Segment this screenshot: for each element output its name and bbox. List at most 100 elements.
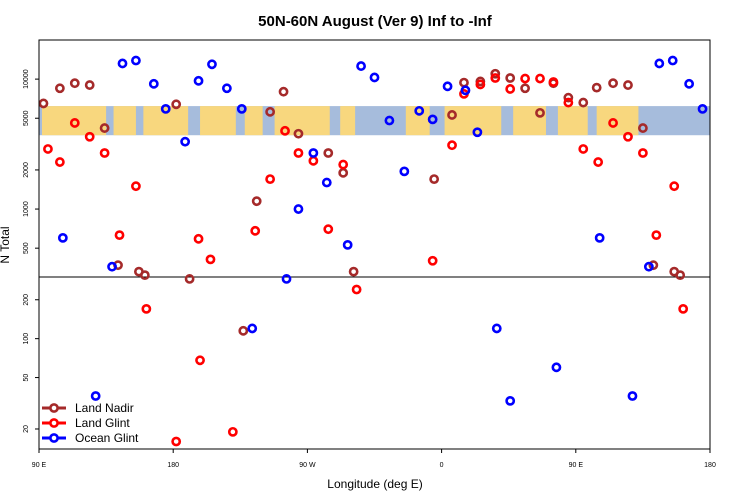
ocean-glint-point: [293, 204, 304, 214]
legend-label-land-nadir: Land Nadir: [75, 401, 134, 415]
land-glint-point: [608, 118, 618, 128]
ocean-glint-point: [221, 83, 232, 94]
legend-marker-ocean-glint: [49, 433, 59, 443]
land-glint-point: [578, 144, 589, 154]
ocean-glint-point: [460, 85, 471, 96]
land-nadir-point: [171, 99, 182, 110]
land-glint-point: [250, 225, 261, 236]
land-nadir-point: [99, 123, 110, 133]
ocean-glint-point: [180, 136, 191, 147]
land-nadir-point: [54, 83, 65, 94]
x-tick-label: 0: [440, 462, 444, 469]
land-glint-point: [205, 254, 216, 265]
land-nadir-point: [293, 128, 304, 139]
land-nadir-point: [591, 82, 602, 93]
ocean-glint-point: [667, 55, 678, 66]
land-nadir-point: [429, 174, 440, 185]
map-land: [596, 106, 639, 136]
land-glint-point: [323, 224, 334, 235]
map-land: [513, 106, 546, 136]
ocean-glint-point: [193, 75, 204, 86]
land-ocean-map: [39, 106, 710, 136]
ocean-glint-point: [643, 261, 654, 272]
land-nadir-point: [535, 107, 545, 118]
land-nadir-point: [675, 270, 686, 281]
map-land: [274, 106, 330, 136]
ocean-glint-point: [308, 148, 319, 158]
land-glint-point: [193, 233, 204, 244]
ocean-glint-point: [321, 177, 332, 188]
ocean-glint-point: [107, 261, 117, 272]
land-glint-point: [227, 426, 238, 437]
x-axis-label: Longitude (deg E): [327, 477, 422, 491]
land-glint-point: [43, 144, 53, 154]
ocean-glint-point: [384, 115, 395, 126]
ocean-glint-point: [684, 78, 695, 89]
land-nadir-point: [338, 167, 349, 178]
map-land: [244, 106, 263, 136]
x-tick-label: 90 W: [299, 462, 316, 469]
land-glint-point: [548, 77, 559, 87]
y-tick-label: 5000: [23, 110, 30, 126]
ocean-glint-point: [247, 323, 258, 334]
x-tick-label: 180: [704, 462, 716, 469]
ocean-glint-point: [551, 362, 562, 373]
ocean-glint-point: [491, 323, 502, 334]
land-nadir-point: [69, 78, 80, 89]
data-points: [38, 55, 708, 447]
ocean-glint-point: [697, 103, 708, 114]
ocean-glint-point: [342, 239, 353, 250]
land-nadir-point: [520, 83, 531, 94]
ocean-glint-point: [594, 232, 605, 243]
land-nadir-point: [251, 196, 262, 207]
land-glint-point: [535, 73, 545, 84]
land-glint-point: [265, 174, 276, 185]
y-tick-label: 100: [23, 333, 30, 345]
land-nadir-point: [578, 97, 589, 108]
plot-frame: [38, 39, 711, 450]
land-nadir-point: [84, 80, 95, 90]
map-land: [340, 106, 356, 136]
map-land: [113, 106, 136, 136]
land-glint-point: [293, 148, 304, 158]
land-glint-point: [563, 97, 574, 108]
ocean-glint-point: [369, 72, 380, 83]
y-tick-label: 2000: [23, 162, 30, 178]
ocean-glint-point: [414, 105, 425, 116]
land-glint-point: [505, 84, 516, 94]
ocean-glint-point: [627, 391, 638, 401]
x-axis-ticks: 90 E 180 90 W 0 90 E 180: [32, 449, 716, 469]
map-land: [143, 106, 189, 136]
land-nadir-point: [265, 106, 276, 117]
y-axis-label: N Total: [0, 226, 12, 263]
y-tick-label: 200: [23, 294, 30, 306]
land-glint-point: [447, 140, 457, 151]
ocean-glint-point: [427, 114, 438, 125]
legend-marker-land-glint: [49, 418, 59, 428]
x-tick-label: 90 E: [569, 462, 584, 469]
land-glint-point: [84, 131, 95, 142]
ocean-glint-point: [472, 127, 483, 138]
land-nadir-point: [608, 78, 618, 89]
ocean-glint-point: [442, 81, 453, 92]
x-tick-label: 90 E: [32, 462, 47, 469]
land-glint-point: [141, 303, 152, 314]
land-glint-point: [427, 255, 438, 266]
land-glint-point: [651, 230, 662, 241]
map-land: [405, 106, 430, 136]
land-nadir-point: [139, 270, 150, 281]
y-tick-label: 10000: [23, 69, 30, 89]
land-glint-point: [669, 181, 680, 192]
land-glint-point: [638, 148, 648, 158]
land-nadir-point: [648, 260, 659, 271]
y-tick-label: 20: [23, 425, 30, 433]
land-nadir-point: [323, 148, 334, 158]
y-tick-label: 1000: [23, 201, 30, 217]
land-nadir-point: [563, 92, 574, 103]
land-glint-point: [593, 157, 604, 167]
land-nadir-point: [278, 86, 289, 97]
land-nadir-point: [38, 98, 49, 109]
ocean-glint-point: [399, 166, 410, 177]
